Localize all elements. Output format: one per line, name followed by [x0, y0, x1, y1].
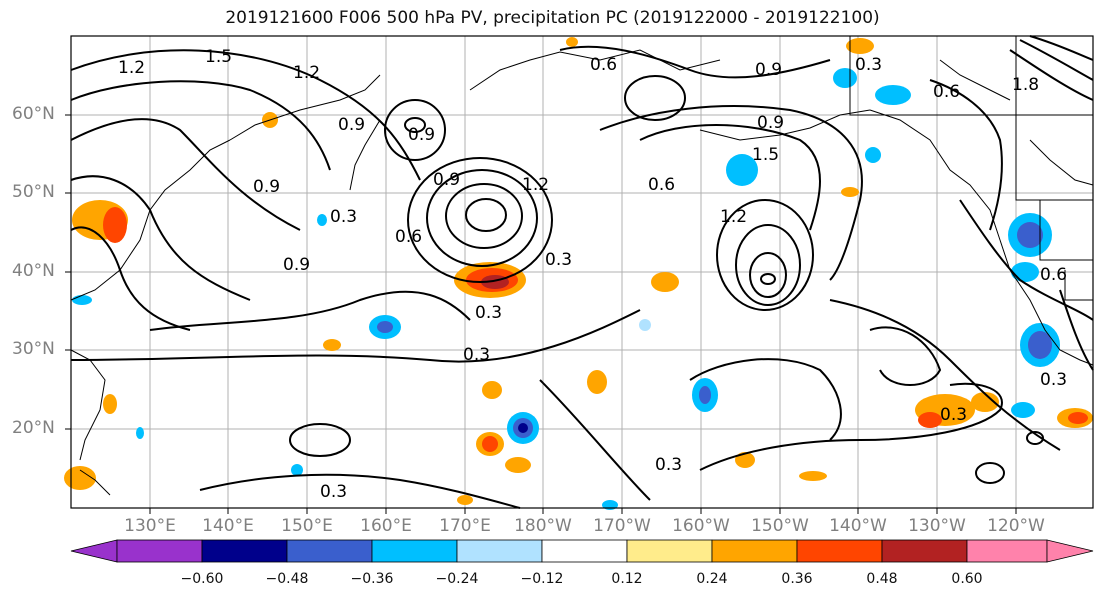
colorbar-segment: [541, 539, 628, 563]
colorbar-segment: [70, 539, 118, 563]
lat-label: 60°N: [12, 104, 55, 124]
contour-label: 0.6: [933, 82, 960, 102]
contour-label: 1.2: [293, 63, 320, 83]
contour-label: 0.3: [655, 455, 682, 475]
contour-label: 1.2: [118, 58, 145, 78]
contour-label: 0.9: [283, 255, 310, 275]
contour-label: 1.8: [1012, 75, 1039, 95]
colorbar-segment: [456, 539, 543, 563]
colorbar-segment: [966, 539, 1048, 563]
contour-labels: 1.2 1.5 1.2 0.9 0.9 0.9 0.6 0.3 0.9 1.2 …: [118, 47, 1067, 502]
lat-label: 20°N: [12, 418, 55, 438]
contour-label: 0.6: [395, 227, 422, 247]
lon-label: 130°W: [908, 516, 966, 536]
colorbar-tick-label: −0.24: [435, 571, 479, 587]
colorbar: [70, 539, 1094, 563]
contour-label: 1.2: [720, 207, 747, 227]
contour-label: 0.3: [320, 482, 347, 502]
contour-label: 0.9: [253, 177, 280, 197]
colorbar-segment: [881, 539, 968, 563]
colorbar-tick-label: −0.48: [265, 571, 309, 587]
lon-label: 160°E: [360, 516, 412, 536]
contour-label: 0.9: [338, 115, 365, 135]
colorbar-segment: [626, 539, 713, 563]
contour-label: 0.3: [463, 345, 490, 365]
lon-label: 160°W: [672, 516, 730, 536]
contour-label: 0.6: [590, 55, 617, 75]
colorbar-tick-label: 0.24: [696, 571, 728, 587]
contour-label: 0.6: [1040, 265, 1067, 285]
contour-label: 0.3: [855, 55, 882, 75]
lon-label: 140°E: [202, 516, 254, 536]
tick-marks: [65, 114, 1017, 514]
colorbar-tick-label: −0.36: [350, 571, 394, 587]
colorbar-tick-label: −0.12: [520, 571, 564, 587]
map-title: 2019121600 F006 500 hPa PV, precipitatio…: [225, 8, 880, 28]
contour-label: 1.5: [752, 145, 779, 165]
lon-label: 140°W: [829, 516, 887, 536]
contour-label: 0.9: [433, 170, 460, 190]
coastlines: [70, 36, 1094, 496]
lon-label: 170°W: [593, 516, 651, 536]
colorbar-segment: [796, 539, 883, 563]
colorbar-segment: [286, 539, 373, 563]
colorbar-tick-label: −0.60: [180, 571, 224, 587]
colorbar-tick-label: 0.48: [866, 571, 898, 587]
lat-label: 40°N: [12, 261, 55, 281]
lon-label: 150°W: [751, 516, 809, 536]
lat-label: 30°N: [12, 339, 55, 359]
lon-label: 120°W: [987, 516, 1045, 536]
contour-label: 0.3: [1040, 370, 1067, 390]
colorbar-tick-label: 0.60: [951, 571, 983, 587]
contour-label: 0.9: [408, 125, 435, 145]
lon-label: 170°E: [439, 516, 491, 536]
lon-label: 150°E: [281, 516, 333, 536]
pv-contours: [70, 35, 1094, 509]
contour-label: 1.5: [205, 47, 232, 67]
colorbar-segment: [371, 539, 458, 563]
contour-label: 0.3: [545, 250, 572, 270]
contour-label: 0.3: [330, 207, 357, 227]
colorbar-segment: [201, 539, 288, 563]
contour-label: 0.9: [755, 60, 782, 80]
colorbar-tick-label: 0.12: [611, 571, 643, 587]
contour-label: 0.6: [648, 175, 675, 195]
colorbar-segment: [1046, 539, 1094, 563]
lon-label: 130°E: [124, 516, 176, 536]
lat-label: 50°N: [12, 182, 55, 202]
contour-label: 0.3: [475, 303, 502, 323]
colorbar-tick-label: 0.36: [781, 571, 813, 587]
contour-label: 0.9: [757, 113, 784, 133]
contour-label: 1.2: [522, 175, 549, 195]
colorbar-segment: [116, 539, 203, 563]
colorbar-segment: [711, 539, 798, 563]
lon-label: 180°W: [514, 516, 572, 536]
contour-label: 0.3: [940, 405, 967, 425]
